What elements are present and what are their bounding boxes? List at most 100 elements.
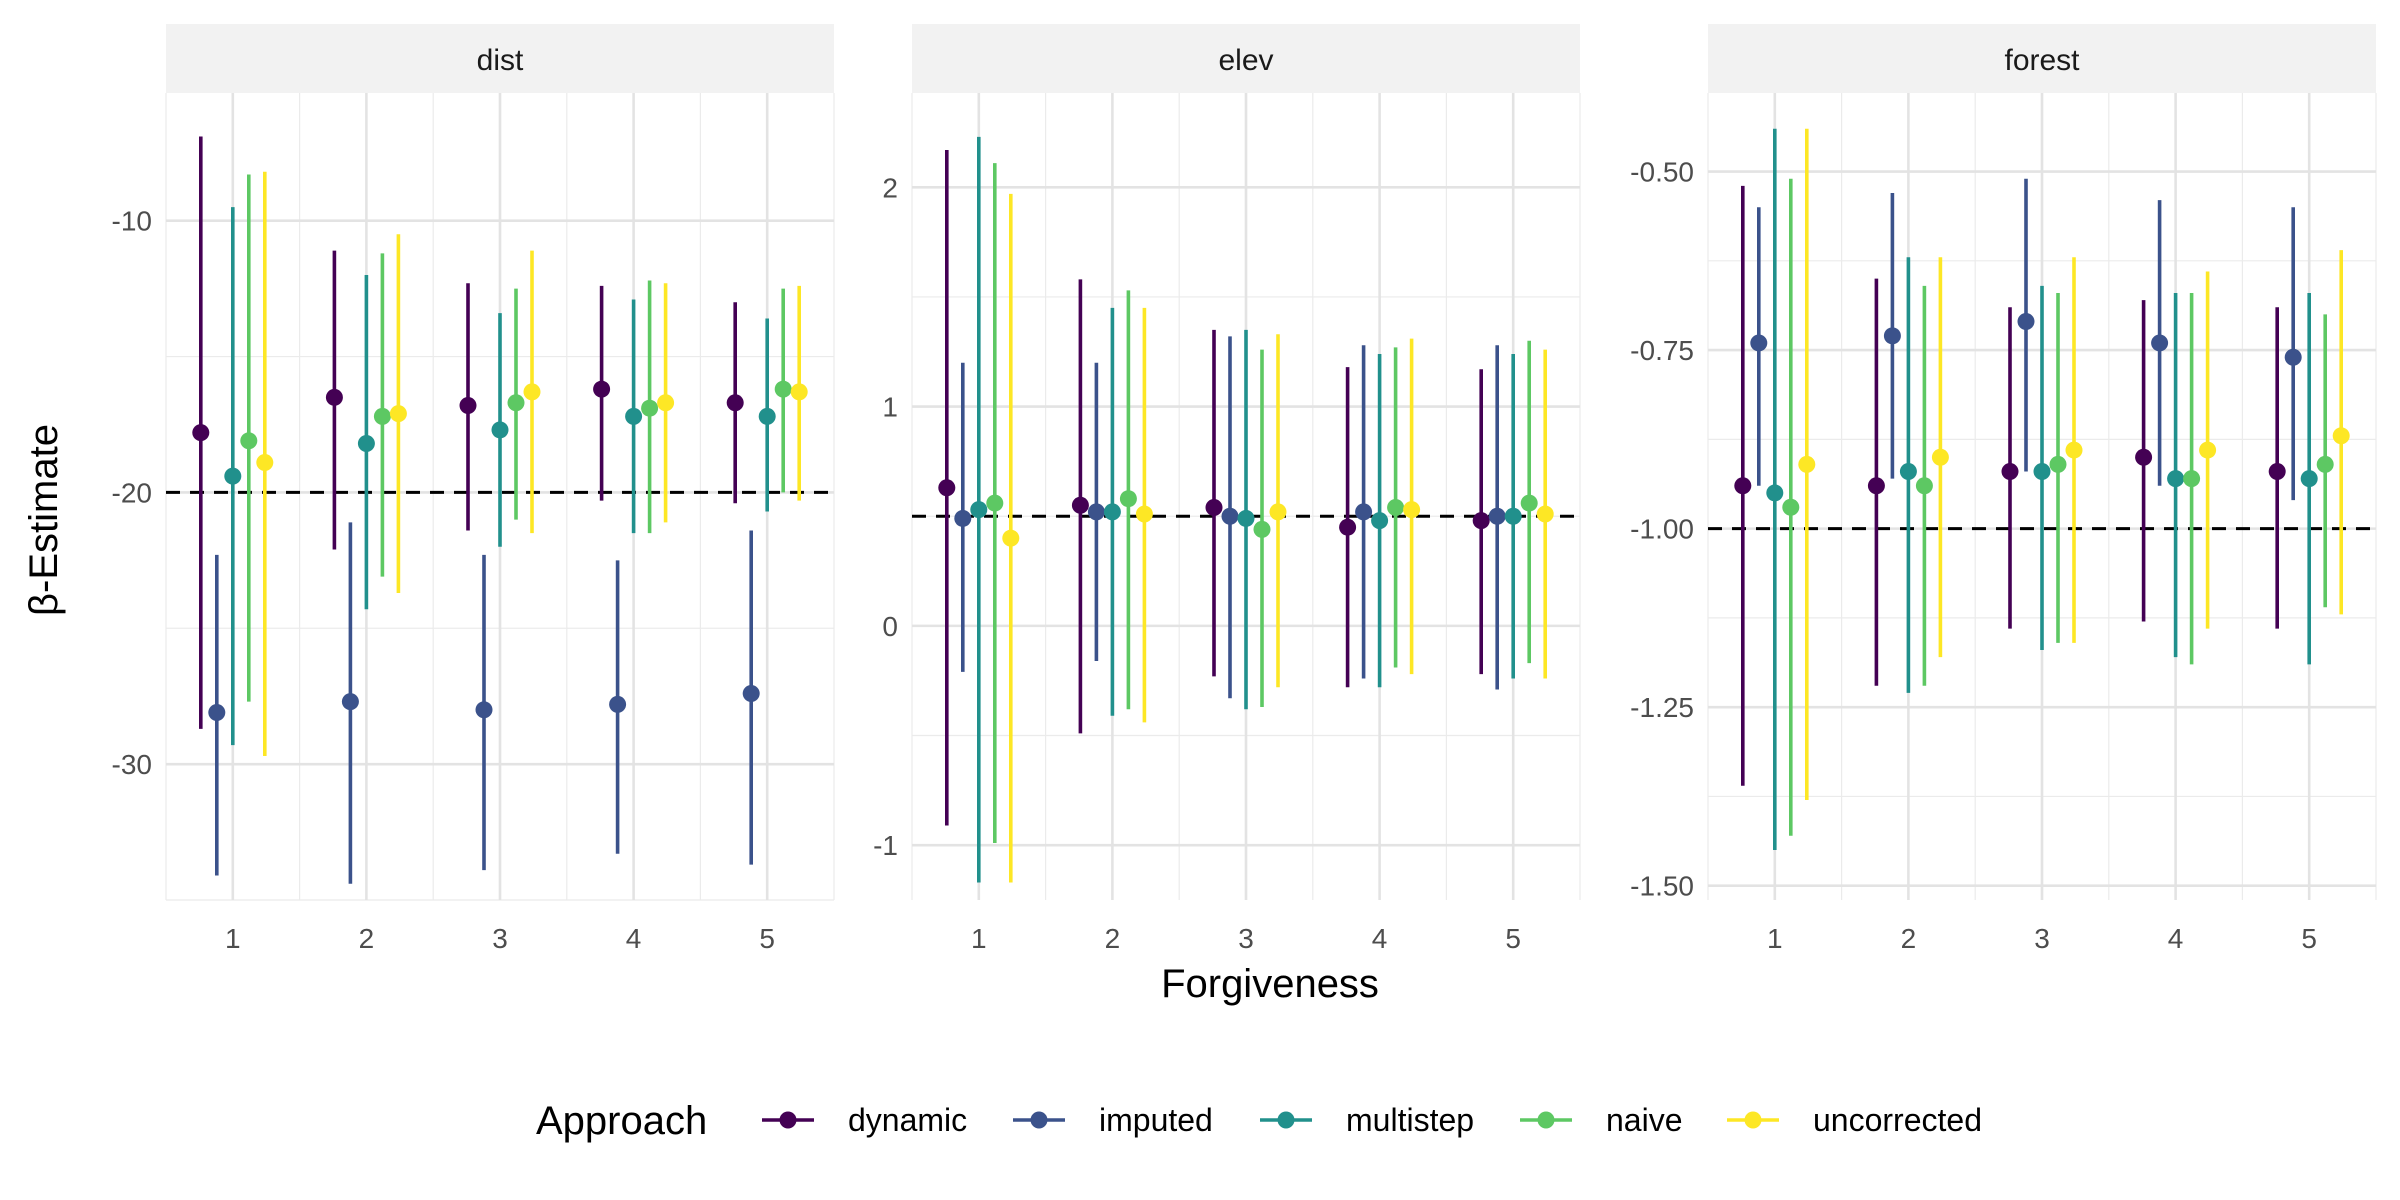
series-multistep [970,136,1522,883]
x-tick-label: 4 [1372,923,1388,954]
data-point [758,407,776,425]
facet-strip [1708,24,2376,93]
data-point [523,383,541,401]
data-point [192,424,210,442]
data-point [1899,463,1917,481]
data-point [1750,334,1768,352]
y-tick-label: -1 [873,830,898,861]
data-point [475,701,493,719]
data-point [641,399,659,417]
data-point [1119,490,1137,508]
data-point [2332,427,2350,445]
legend-key-point [1277,1111,1295,1129]
x-axis-title: Forgiveness [1161,962,1379,1006]
y-tick-label: 1 [882,392,898,423]
series-uncorrected [1002,193,1554,883]
x-tick-label: 3 [2034,923,2050,954]
data-point [2151,334,2169,352]
data-point [2167,470,2185,488]
series-uncorrected [1798,128,2350,801]
x-tick-label: 2 [1105,923,1121,954]
data-point [1931,448,1949,466]
x-tick-label: 1 [971,923,987,954]
data-point [2049,455,2067,473]
data-point [389,405,407,423]
y-axis-title: β-Estimate [22,424,66,616]
legend-key-point [779,1111,797,1129]
legend-label: uncorrected [1813,1102,1982,1138]
data-point [2284,348,2302,366]
data-point [1071,496,1089,514]
data-point [657,394,675,412]
legend-label: naive [1606,1102,1683,1138]
legend-keys: dynamic imputed multistep naive uncorrected [762,1102,1982,1138]
data-point [1355,503,1373,521]
data-point [774,380,792,398]
data-point [2183,470,2201,488]
data-point [1221,507,1239,525]
y-tick-label: -10 [112,206,152,237]
series-dynamic [192,136,744,729]
data-point [1782,498,1800,516]
series-naive [240,174,792,702]
data-point [726,394,744,412]
legend-item-uncorrected: uncorrected [1727,1102,1982,1138]
legend-key-point [1744,1111,1762,1129]
legend-key-point [1537,1111,1555,1129]
data-point [954,509,972,527]
x-tick-label: 2 [359,923,375,954]
data-point [1766,484,1784,502]
legend-label: dynamic [848,1102,967,1138]
x-tick-label: 5 [1505,923,1521,954]
y-tick-label: -1.25 [1630,692,1694,723]
data-point [1205,498,1223,516]
x-tick-label: 5 [2301,923,2317,954]
data-point [373,407,391,425]
x-tick-label: 1 [1767,923,1783,954]
data-point [1269,503,1287,521]
data-point [625,407,643,425]
data-point [1135,505,1153,523]
data-point [2316,455,2334,473]
data-point [507,394,525,412]
series-dynamic [938,150,1490,826]
x-tick-label: 5 [759,923,775,954]
data-point [1472,512,1490,530]
data-point [970,501,988,519]
data-point [2017,313,2035,331]
data-point [1504,507,1522,525]
data-point [1734,477,1752,495]
data-point [986,494,1004,512]
series-naive [1782,178,2334,836]
data-point [1403,501,1421,519]
series-dynamic [1734,185,2286,786]
data-point [1237,509,1255,527]
series-multistep [224,207,776,746]
series-imputed [1750,178,2302,501]
data-point [1915,477,1933,495]
data-point [491,421,509,439]
data-point [325,388,343,406]
y-tick-label: -0.75 [1630,335,1694,366]
y-tick-label: 0 [882,611,898,642]
legend-item-dynamic: dynamic [762,1102,967,1138]
data-point [1520,494,1538,512]
legend: Approach dynamic imputed multistep naive unc… [536,1099,1982,1143]
data-point [2199,441,2217,459]
data-point [224,467,242,485]
data-point [1883,327,1901,345]
legend-key-point [1030,1111,1048,1129]
legend-label: multistep [1346,1102,1474,1138]
data-point [1253,520,1271,538]
data-point [1087,503,1105,521]
data-point [938,479,956,497]
data-point [1002,529,1020,547]
data-point [1371,512,1389,530]
data-point [459,396,477,414]
legend-label: imputed [1099,1102,1213,1138]
series-uncorrected [256,171,808,756]
facet-strip-label: forest [2004,44,2080,77]
x-tick-label: 1 [225,923,241,954]
data-point [1798,455,1816,473]
